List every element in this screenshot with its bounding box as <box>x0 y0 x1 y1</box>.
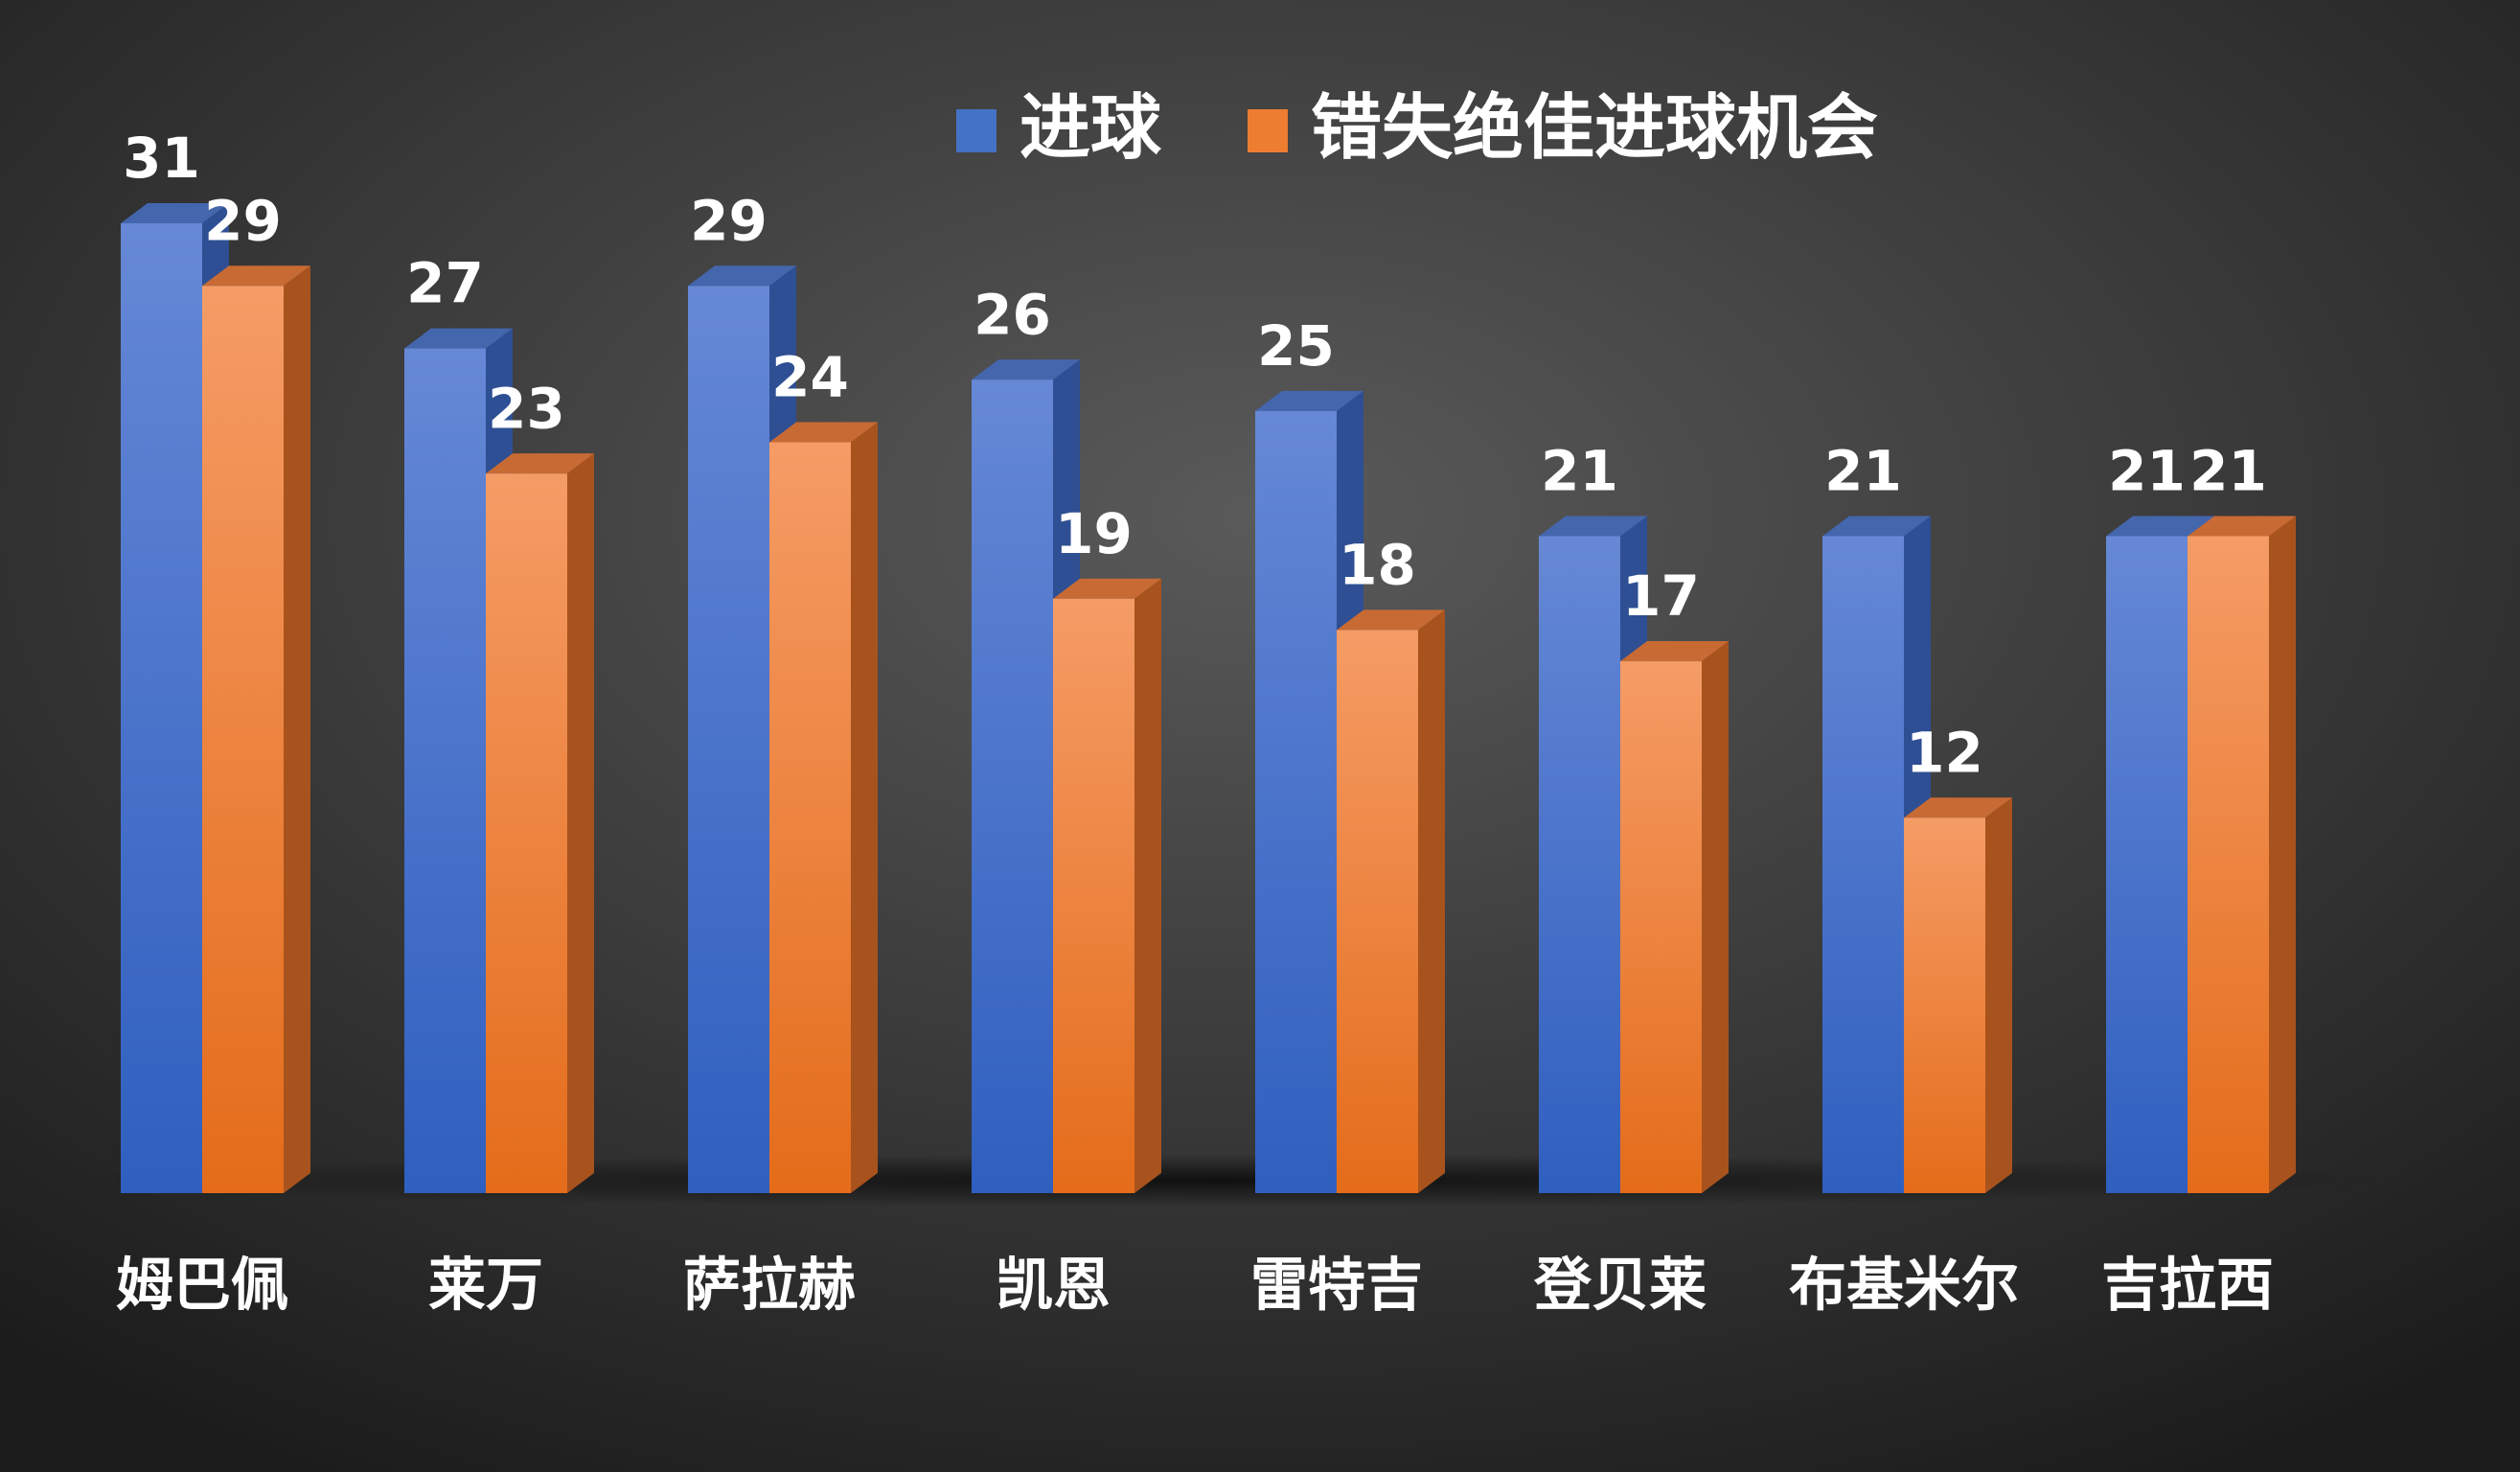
bar <box>202 286 284 1194</box>
bar <box>1255 410 1337 1193</box>
x-tick-label: 姆巴佩 <box>116 1253 288 1320</box>
bar <box>404 348 486 1193</box>
bar <box>1904 817 1985 1193</box>
bar <box>1337 630 1418 1193</box>
bar-top <box>972 359 1080 380</box>
bar <box>2188 536 2269 1193</box>
bar-side <box>1418 610 1445 1193</box>
bar <box>769 442 851 1194</box>
value-label: 23 <box>488 376 565 441</box>
bar-top <box>1539 516 1647 537</box>
bar-top <box>688 265 796 287</box>
bar-side <box>1134 578 1161 1193</box>
bar <box>121 223 202 1193</box>
value-label: 21 <box>2108 439 2186 504</box>
x-tick-label: 莱万 <box>428 1253 543 1320</box>
bar-top <box>121 203 229 223</box>
legend-label: 进球 <box>1019 87 1162 170</box>
bar-side <box>1985 797 2012 1193</box>
bar-side <box>284 265 310 1194</box>
x-tick-label: 萨拉赫 <box>683 1253 856 1320</box>
bar-top <box>2188 516 2296 537</box>
bar <box>1620 661 1702 1193</box>
bar-top <box>2106 516 2214 537</box>
value-label: 21 <box>1541 439 1618 504</box>
legend-swatch <box>956 109 997 152</box>
value-label: 29 <box>204 188 282 253</box>
value-label: 18 <box>1339 532 1416 597</box>
value-label: 24 <box>771 345 849 410</box>
bar <box>486 473 567 1194</box>
bar-top <box>1053 578 1161 599</box>
value-label: 17 <box>1622 564 1700 629</box>
floor-shadow <box>43 1154 2400 1208</box>
bar-top <box>1620 641 1729 662</box>
value-label: 26 <box>974 282 1051 347</box>
bar-top <box>486 453 594 474</box>
bar <box>688 286 769 1194</box>
bar-top <box>769 422 878 443</box>
bar-top <box>1822 516 1931 537</box>
value-label: 31 <box>123 126 200 191</box>
value-label: 19 <box>1055 501 1133 566</box>
bar-top <box>202 265 310 287</box>
bar-top <box>1904 797 2012 818</box>
bar-top <box>1337 610 1445 631</box>
x-tick-label: 布基米尔 <box>1789 1253 2019 1320</box>
bar <box>1539 536 1620 1193</box>
legend-label: 错失绝佳进球机会 <box>1311 87 1878 170</box>
bar-side <box>851 422 878 1194</box>
legend-swatch <box>1248 109 1288 152</box>
value-label: 29 <box>690 188 767 253</box>
bar <box>2106 536 2188 1193</box>
value-label: 27 <box>406 251 484 316</box>
bar-side <box>2269 516 2296 1193</box>
value-label: 25 <box>1257 313 1335 379</box>
value-label: 21 <box>2189 439 2267 504</box>
bar <box>972 380 1053 1193</box>
bar <box>1822 536 1904 1193</box>
value-label: 12 <box>1906 720 1983 785</box>
bar-top <box>404 328 513 349</box>
x-tick-label: 登贝莱 <box>1533 1253 1707 1320</box>
x-tick-label: 吉拉西 <box>2101 1253 2274 1320</box>
bar-side <box>567 453 594 1194</box>
x-tick-label: 雷特吉 <box>1250 1253 1423 1320</box>
x-tick-label: 凯恩 <box>996 1253 1111 1320</box>
bar-top <box>1255 390 1363 411</box>
bar <box>1053 598 1134 1193</box>
bar-side <box>1702 641 1729 1193</box>
value-label: 21 <box>1824 439 1902 504</box>
